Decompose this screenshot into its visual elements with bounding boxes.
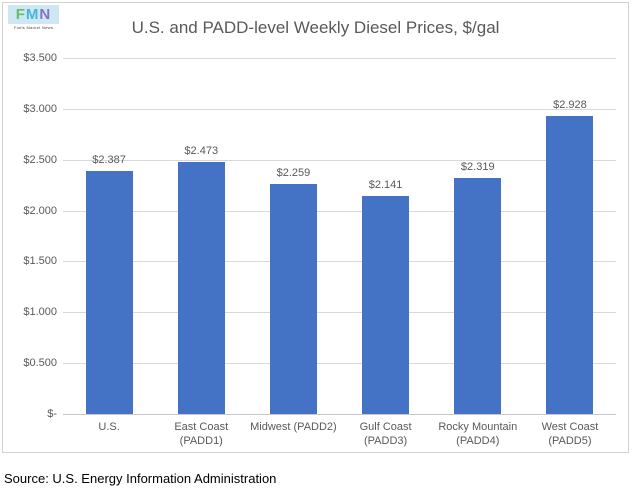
bar-3 <box>362 196 410 414</box>
x-axis: U.S. East Coast (PADD1) Midwest (PADD2) Gulf… <box>63 420 616 448</box>
x-axis-line <box>63 414 616 415</box>
y-tick-label: $2.500 <box>23 153 57 166</box>
logo-letter-m: M <box>25 6 40 23</box>
x-category-label-line: Rocky Mountain <box>438 421 518 433</box>
y-tick-label: $1.000 <box>23 306 57 319</box>
y-tick-label: $3.500 <box>23 52 57 64</box>
source-note: Source: U.S. Energy Information Administ… <box>4 471 277 486</box>
x-category-label-line: (PADD3) <box>364 435 408 447</box>
bar-data-label: $2.387 <box>92 154 126 167</box>
gridline <box>63 210 616 212</box>
y-tick-label: $3.000 <box>23 102 57 115</box>
y-tick-label: $0.500 <box>23 357 57 370</box>
x-category-label-line: East Coast <box>174 421 229 433</box>
x-category-label-line: (PADD1) <box>179 435 223 447</box>
gridline <box>63 363 616 365</box>
bar-0 <box>85 171 133 414</box>
x-category-label: Midwest (PADD2) <box>247 420 339 448</box>
x-category-label: Gulf Coast (PADD3) <box>340 420 432 448</box>
bar-data-label: $2.473 <box>184 145 219 158</box>
x-category-label-line: (PADD5) <box>548 435 592 447</box>
x-category-label-line: West Coast <box>541 421 599 433</box>
plot-area: $2.387 $2.473 $2.259 $2.141 $2.319 $2.928 <box>63 58 616 415</box>
fmn-logo-letters: F M N <box>8 5 59 24</box>
bar-data-label: $2.319 <box>460 161 495 174</box>
y-tick-label: $2.000 <box>23 204 57 217</box>
bar-4 <box>454 178 502 414</box>
x-category-label: West Coast (PADD5) <box>524 420 616 448</box>
bar-1 <box>177 162 225 414</box>
bar-data-label: $2.141 <box>368 179 403 192</box>
x-category-label: East Coast (PADD1) <box>155 420 247 448</box>
x-category-label-line: U.S. <box>98 421 120 433</box>
x-category-label: Rocky Mountain (PADD4) <box>432 420 524 448</box>
x-category-label-line: (PADD4) <box>456 435 500 447</box>
logo-letter-n: N <box>39 6 52 23</box>
gridline <box>63 108 616 110</box>
x-category-label-line: Midwest (PADD2) <box>250 421 337 433</box>
gridline <box>63 261 616 263</box>
gridline <box>63 58 616 59</box>
fmn-logo: F M N Fuels Market News <box>8 5 59 32</box>
x-category-label: U.S. <box>63 420 155 448</box>
y-axis: $3.500 $3.000 $2.500 $2.000 $1.500 $1.000 $0.5… <box>3 52 57 420</box>
gridline <box>63 312 616 314</box>
bar-data-label: $2.259 <box>276 167 311 180</box>
bar-data-label: $2.928 <box>553 99 587 112</box>
chart-title: U.S. and PADD-level Weekly Diesel Prices… <box>131 18 500 37</box>
y-tick-label: $1.500 <box>23 255 57 268</box>
bar-2 <box>269 184 317 414</box>
logo-letter-f: F <box>15 6 26 23</box>
chart-frame: F M N Fuels Market News U.S. and PADD-le… <box>2 2 629 453</box>
gridline <box>63 159 616 161</box>
y-tick-label: $- <box>47 408 57 420</box>
bar-5 <box>546 116 594 414</box>
logo-tagline: Fuels Market News <box>13 25 54 30</box>
x-category-label-line: Gulf Coast <box>359 421 412 433</box>
